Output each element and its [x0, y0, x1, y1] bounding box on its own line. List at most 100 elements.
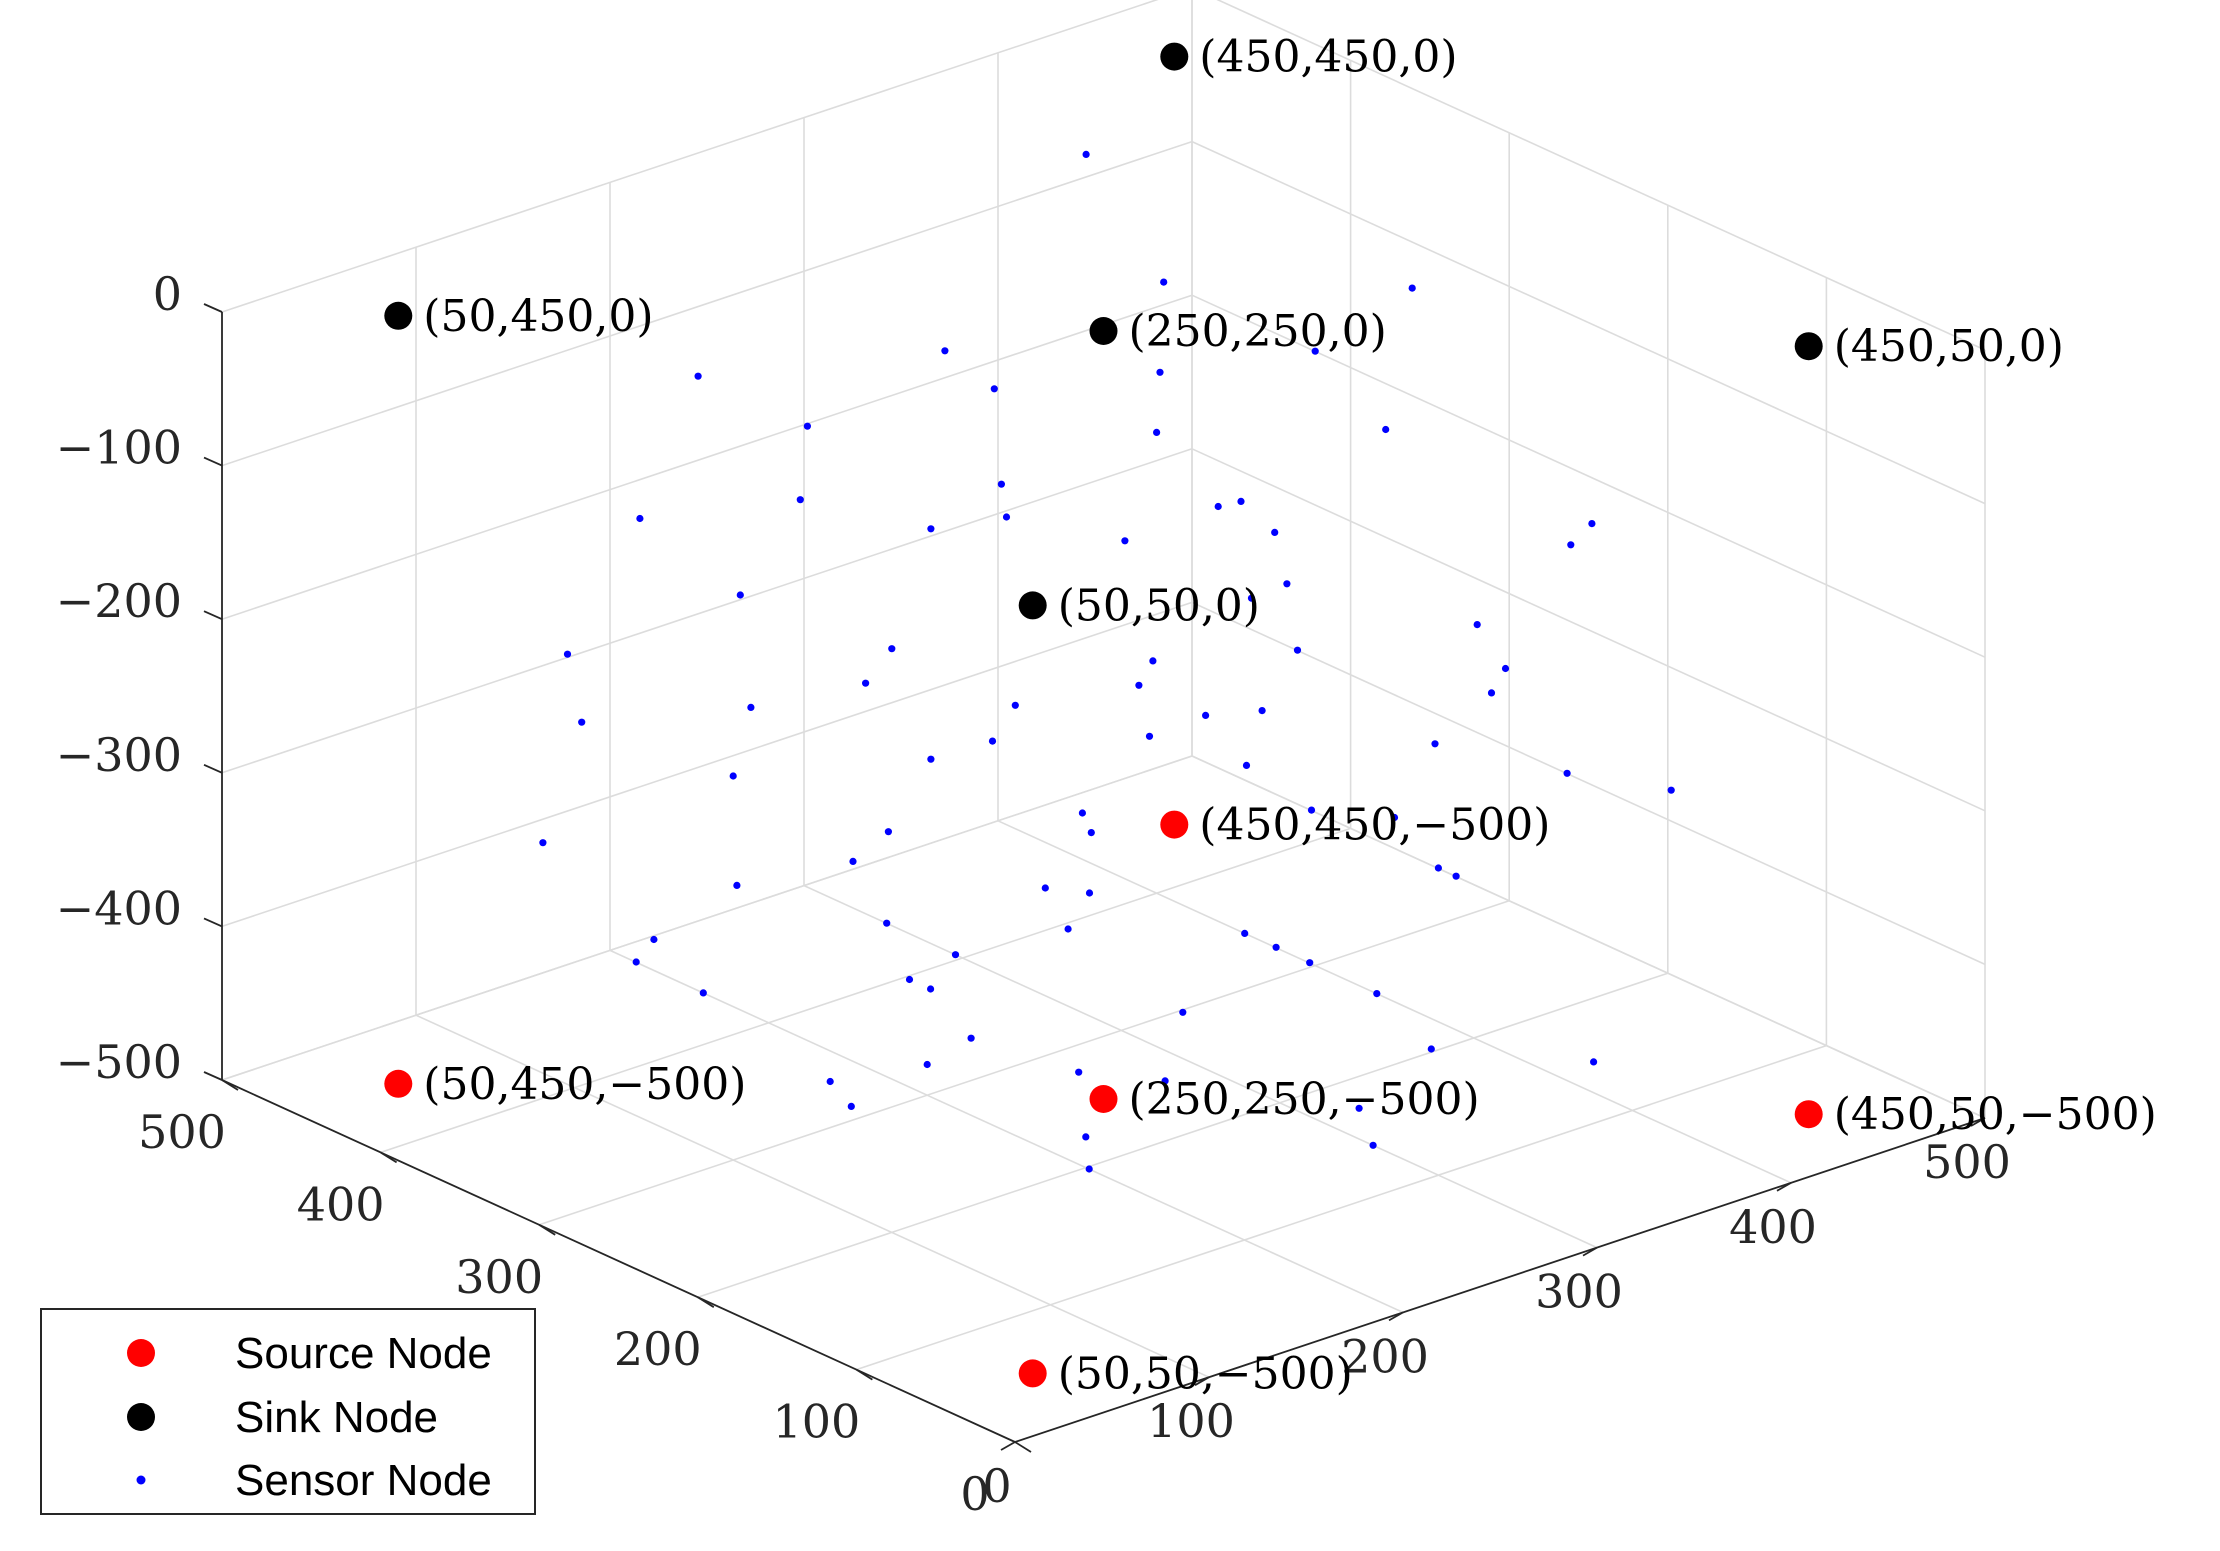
y-tick: [855, 1368, 873, 1381]
sensor-node-point: [951, 951, 960, 959]
y-tick-label: 300: [455, 1250, 543, 1304]
z-tick-label: 0: [153, 267, 182, 321]
x-tick: [1776, 1182, 1792, 1192]
sensor-node-point: [650, 935, 658, 944]
sink-node-point: [1160, 42, 1189, 71]
sensor-node-point: [990, 385, 998, 393]
sensor-node-point: [927, 985, 935, 993]
sensor-node-point: [1473, 621, 1481, 629]
sensor-node-point: [1271, 528, 1279, 537]
legend-label-sensor: Sensor Node: [235, 1456, 492, 1505]
x-tick-label: 400: [1729, 1200, 1817, 1254]
sensor-node-point: [1369, 1141, 1377, 1149]
axes: 0 100 200 300 400 500 0 100 200 300 400 500 −500 −400…: [56, 267, 2011, 1521]
sink-node-label: (50,50,0): [1058, 580, 1260, 631]
sensor-node-point: [1161, 1077, 1169, 1085]
source-node-label: (450,450,−500): [1199, 800, 1550, 851]
sensor-node-point: [803, 422, 812, 430]
z-tick: [203, 303, 223, 313]
sensor-node-point: [1145, 732, 1154, 740]
sensor-node-point: [1202, 711, 1210, 720]
sink-node-label: (450,50,0): [1834, 321, 2064, 372]
sensor-node-point: [1258, 707, 1266, 715]
sensor-node-point: [1567, 541, 1575, 549]
z-tick-label: −100: [56, 421, 182, 475]
source-node-point: [1018, 1359, 1047, 1388]
sensor-node-point: [847, 1102, 855, 1110]
sensor-node-point: [636, 514, 644, 523]
sensor-node-point: [1247, 594, 1256, 602]
sink-node-label: (450,450,0): [1199, 32, 1457, 83]
y-tick-label: 500: [138, 1105, 226, 1159]
y-tick: [1014, 1441, 1032, 1453]
sensor-node-point: [1242, 761, 1251, 770]
sensor-node-point: [1156, 368, 1164, 376]
y-tick-label: 400: [297, 1177, 385, 1231]
sensor-node-point: [747, 703, 755, 712]
y-tick: [697, 1296, 715, 1308]
source-node-point: [1794, 1100, 1823, 1129]
grid-lines: [221, 0, 1986, 1443]
sensor-node-point: [988, 737, 997, 745]
sensor-node-point: [1078, 809, 1086, 817]
grid-wall-y-z: [221, 140, 1193, 467]
x-tick: [1582, 1246, 1598, 1257]
x-tick-label: 200: [1341, 1329, 1429, 1383]
sensor-node-point: [1382, 425, 1390, 434]
grid-wall-x-z: [1191, 601, 1986, 966]
sensor-node-point: [1501, 664, 1510, 673]
source-node-point: [1089, 1085, 1118, 1113]
sensor-node-point: [888, 645, 896, 653]
sensor-node-point: [923, 1060, 931, 1069]
sensor-node-point: [1306, 959, 1314, 967]
y-tick: [538, 1224, 556, 1236]
sensor-node-point: [1179, 1008, 1187, 1016]
grid-wall-y-z: [221, 294, 1193, 620]
sensor-node-point: [826, 1077, 834, 1086]
sensor-node-point: [941, 347, 949, 355]
legend-label-source: Source Node: [235, 1329, 492, 1378]
sensor-node-point: [796, 496, 804, 504]
source-node-label: (50,450,−500): [423, 1059, 746, 1110]
sensor-node-point: [729, 772, 737, 780]
legend-marker-source: [127, 1339, 155, 1367]
sink-node-label: (50,450,0): [423, 291, 653, 342]
z-tick: [203, 456, 223, 467]
sensor-node-point: [1590, 1058, 1598, 1066]
sensor-node-point: [1075, 1068, 1083, 1076]
grid-floor-y: [856, 1044, 1827, 1371]
sensor-node-point: [694, 372, 702, 380]
sensor-node-point: [1087, 829, 1095, 837]
sensor-node-point: [1283, 580, 1291, 588]
grid-floor-y: [380, 827, 1351, 1154]
sensor-node-point: [1064, 925, 1072, 933]
sink-node-point: [1089, 317, 1118, 345]
sensor-node-point: [1082, 150, 1090, 158]
z-tick: [203, 917, 223, 928]
sink-node-label: (250,250,0): [1129, 306, 1387, 357]
sink-node-point: [1794, 332, 1823, 361]
sensor-node-point: [1390, 813, 1399, 822]
x-tick: [1000, 1441, 1016, 1451]
sensor-node-point: [1563, 769, 1571, 777]
sink-node-point: [1018, 591, 1047, 620]
grid-wall-x-z: [1216, 0, 1986, 351]
grid-floor-y: [538, 900, 1510, 1226]
sensor-node-point: [1452, 872, 1460, 880]
x-tick: [1194, 1376, 1210, 1386]
grid-wall-y-z: [221, 755, 1193, 1081]
sink-node-point: [384, 301, 413, 330]
source-node-label: (50,50,−500): [1058, 1348, 1353, 1399]
x-axis-line: [1014, 1117, 1986, 1443]
sensor-node-point: [1408, 284, 1416, 292]
sensor-node-point: [699, 989, 707, 997]
sensor-node-point: [736, 591, 744, 599]
point-labels: (50,50,−500) (450,50,−500) (250,250,−500) (…: [423, 32, 2157, 1400]
sensor-node-point: [927, 525, 935, 533]
z-tick-label: −200: [56, 574, 182, 628]
x-tick: [1970, 1117, 1986, 1127]
grid-floor-x: [609, 949, 1404, 1314]
x-tick-label: 100: [1147, 1394, 1235, 1448]
sensor-node-point: [1085, 1165, 1093, 1173]
legend: Source Node Sink Node Sensor Node: [40, 1308, 536, 1515]
